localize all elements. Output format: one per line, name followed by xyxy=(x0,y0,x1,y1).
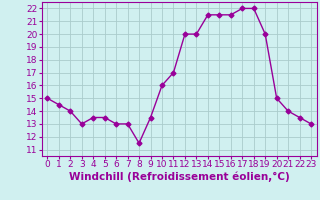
X-axis label: Windchill (Refroidissement éolien,°C): Windchill (Refroidissement éolien,°C) xyxy=(69,172,290,182)
